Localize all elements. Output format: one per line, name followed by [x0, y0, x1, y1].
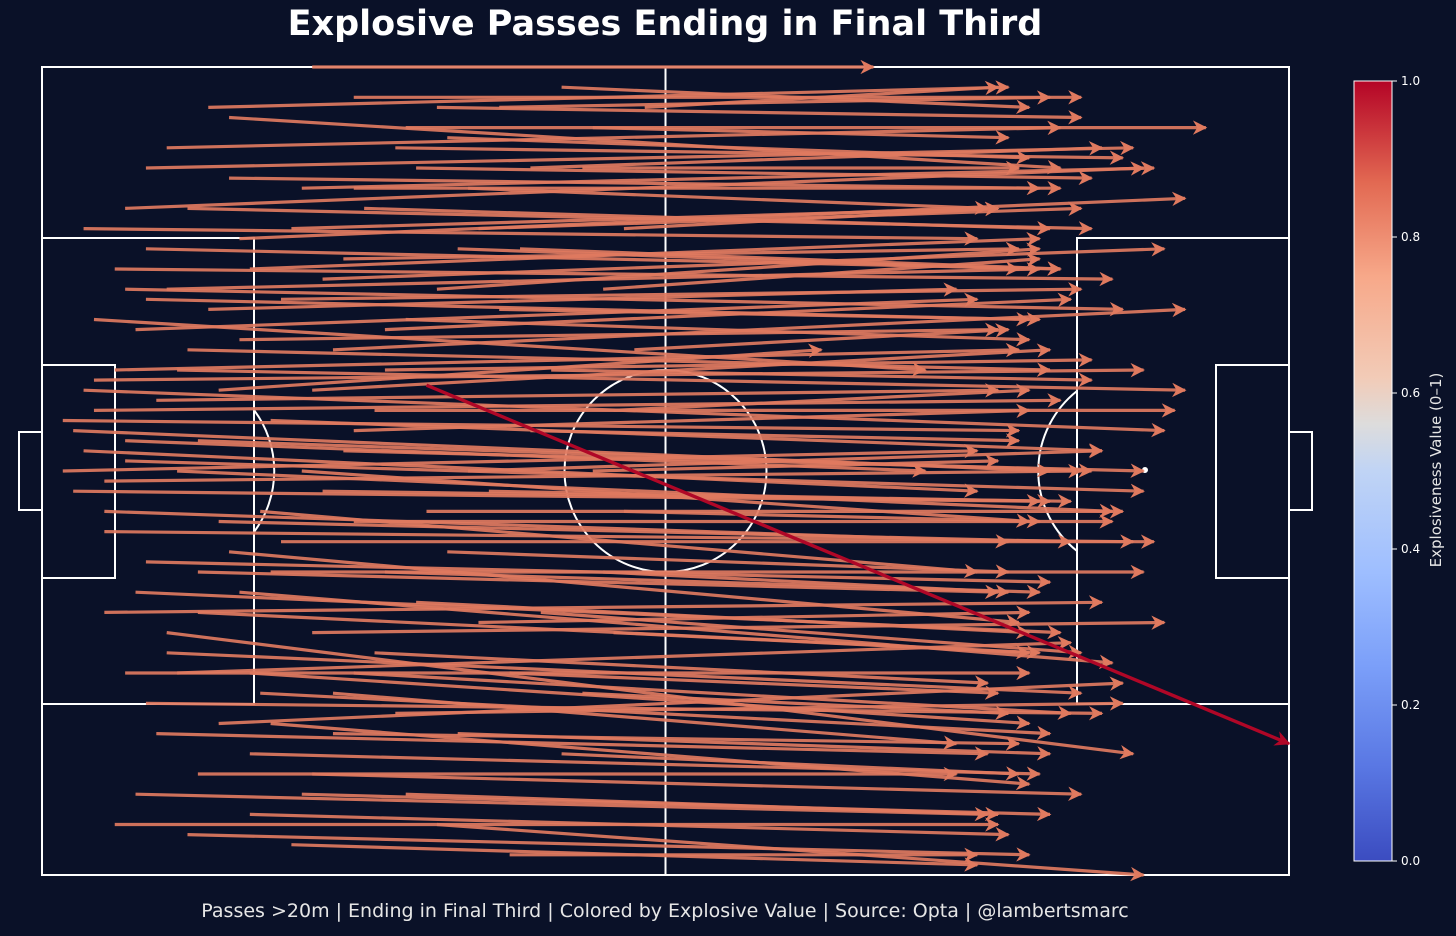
pass-arrow: [93, 362, 1145, 382]
pass-arrow: [62, 443, 979, 473]
colorbar-gradient: [1353, 80, 1393, 862]
pass-arrow: [499, 90, 1052, 109]
pass-arrow: [530, 429, 1021, 448]
pass-arrow: [93, 393, 1062, 412]
highlight-pass-arrow: [425, 383, 1291, 746]
pass-arrow: [623, 201, 1000, 231]
pass-arrow: [509, 671, 1000, 700]
pass-arrow: [312, 772, 1083, 802]
colorbar-ticks: 0.0 0.2 0.4 0.6 0.8 1.0: [1392, 74, 1420, 868]
pass-arrow: [260, 691, 1052, 741]
pass-arrow: [156, 383, 1000, 402]
pass-arrow: [291, 843, 979, 872]
pass-arrow: [156, 732, 990, 761]
pass-arrow: [384, 352, 1093, 372]
pass-arrow: [125, 161, 1145, 210]
pass-arrow: [436, 105, 1083, 125]
pass-arrow: [177, 469, 1114, 519]
pass-arrow: [634, 323, 1010, 352]
pass-arrow: [603, 570, 1010, 599]
pass-arrow: [353, 403, 1031, 433]
pass-arrow: [228, 115, 1062, 175]
pass-arrow: [613, 383, 1031, 412]
pass-arrow: [62, 418, 1021, 438]
pass-arrow: [364, 206, 1052, 236]
pass-arrow: [603, 252, 1042, 291]
pass-layer: [62, 59, 1208, 882]
pass-arrow: [280, 282, 1083, 301]
pass-arrow: [551, 368, 1093, 388]
pass-arrow: [239, 590, 1114, 670]
right-six-yard-box: [1215, 364, 1290, 579]
pass-arrow: [229, 176, 1042, 196]
pass-arrow: [561, 752, 1021, 781]
pass-arrow: [177, 635, 1073, 675]
pass-arrow: [239, 322, 1000, 342]
pass-arrow: [312, 343, 1052, 392]
pass-arrow: [312, 615, 1166, 635]
colorbar-tick-label: 1.0: [1401, 74, 1420, 88]
chart-title: Explosive Passes Ending in Final Third: [287, 4, 1043, 44]
pass-arrow: [374, 651, 990, 690]
pass-arrow: [416, 166, 1093, 186]
pass-arrow: [166, 120, 1062, 150]
pass-arrow: [93, 317, 927, 377]
left-goal: [18, 431, 43, 511]
pass-arrow: [125, 287, 1125, 317]
pass-arrow: [104, 595, 1104, 614]
pitch-plot: [18, 59, 1313, 882]
pass-arrow: [343, 449, 1145, 478]
colorbar-tick-label: 0.2: [1401, 698, 1420, 712]
chart-footer: Passes >20m | Ending in Final Third | Co…: [201, 900, 1129, 922]
highlight-layer: [425, 383, 1291, 746]
pass-arrow: [405, 317, 1031, 347]
colorbar-tick-label: 0.6: [1401, 386, 1420, 400]
pass-arrow: [301, 792, 1052, 822]
pass-arrow: [114, 342, 1021, 372]
pass-arrow: [208, 80, 1010, 109]
pass-arrow: [135, 792, 990, 822]
pass-arrow: [218, 676, 1125, 726]
pass-arrow: [166, 631, 1135, 760]
pass-arrow: [416, 600, 1031, 640]
pass-arrow: [197, 570, 1000, 600]
pass-arrow: [187, 833, 1031, 862]
colorbar-label: Explosiveness Value (0–1): [1427, 372, 1445, 568]
pass-arrow: [249, 812, 1010, 842]
pass-arrow: [218, 519, 1073, 549]
pass-arrow: [145, 247, 1062, 276]
pass-arrow: [519, 247, 1062, 276]
pass-arrow: [145, 560, 1052, 590]
pass-arrow: [530, 141, 1104, 170]
pass-arrow: [83, 449, 979, 498]
pass-arrow: [644, 80, 1000, 109]
right-goal: [1288, 431, 1313, 511]
pass-arrow: [228, 550, 1021, 629]
pass-arrow: [83, 227, 979, 246]
pass-arrow: [249, 671, 1031, 730]
pass-arrow: [447, 136, 1031, 165]
pass-arrow: [582, 691, 1010, 720]
pass-arrow: [592, 454, 1000, 473]
pass-arrow: [332, 732, 1021, 751]
pass-arrow: [114, 267, 1114, 287]
colorbar-tick-label: 0.8: [1401, 230, 1420, 244]
pass-arrow: [499, 307, 1042, 327]
pass-arrow: [447, 550, 1010, 579]
colorbar-tick-label: 0.0: [1401, 854, 1420, 868]
pass-arrow: [623, 509, 1042, 529]
colorbar-tick-label: 0.4: [1401, 542, 1420, 556]
